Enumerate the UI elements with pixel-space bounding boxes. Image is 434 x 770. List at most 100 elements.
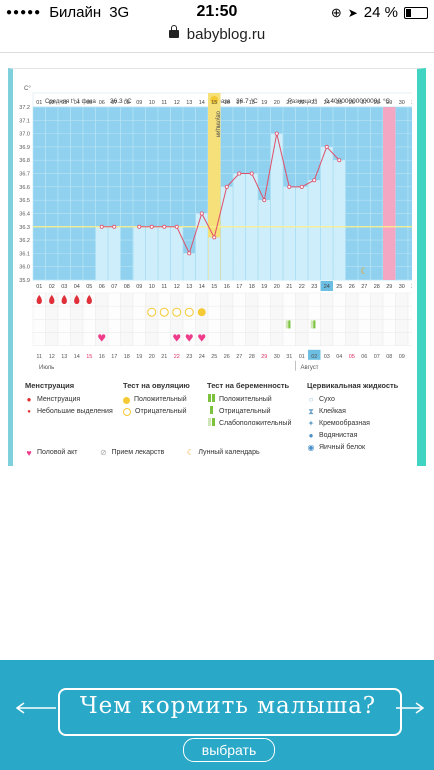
event-cell [220, 332, 234, 347]
event-cell [270, 319, 284, 333]
y-tick-label: 36.3 [19, 225, 30, 231]
event-cell [345, 305, 359, 320]
event-cell [295, 319, 309, 333]
x-day-label: 16 [224, 284, 230, 290]
event-cell [157, 319, 171, 333]
top-day-label: 10 [149, 100, 155, 106]
day-column [32, 106, 46, 281]
banner-title: Чем кормить малыша? [79, 693, 377, 719]
legend-medication: ⊘ Прием лекарств [99, 447, 164, 459]
top-day-label: 18 [249, 100, 255, 106]
top-day-label: 19 [261, 100, 267, 106]
legend-pr-positive: Положительный [219, 396, 272, 403]
blood-drop-icon [36, 295, 42, 304]
legend-ovulation-test: Тест на овуляцию Положительный Отрицател… [123, 381, 190, 418]
bottom-day-label: 14 [74, 354, 80, 360]
event-cell [395, 292, 409, 307]
top-day-label: 27 [361, 100, 367, 106]
y-tick-label: 37.1 [19, 118, 30, 124]
temperature-bar [183, 253, 195, 280]
event-cell [295, 332, 309, 347]
event-cell [70, 319, 84, 333]
event-cell [107, 332, 121, 347]
event-cell [232, 332, 246, 347]
temperature-point [262, 198, 267, 203]
event-cell [157, 332, 171, 347]
address-bar[interactable]: babyblog.ru [0, 25, 434, 48]
legend-cervical-fluid: Цервикальная жидкость ○ Сухо ⧗ Клейкая ✦ Кр… [307, 381, 398, 454]
event-cell [345, 332, 359, 347]
event-cell [195, 319, 209, 333]
x-day-label: 02 [49, 284, 55, 290]
legend-intercourse: ♥ Половой акт [25, 447, 77, 459]
y-tick-label: 37.0 [19, 132, 30, 138]
top-day-label: 03 [61, 100, 67, 106]
legend-menstruation: Менструация ● Менструация ● Небольшие выде… [25, 381, 113, 418]
bottom-day-label: 30 [274, 354, 280, 360]
top-day-label: 17 [236, 100, 242, 106]
temperature-bar [333, 160, 345, 280]
bbt-chart: Средняя t° 1 фаза 36.3 °C 2 фаза 36.7 °C Раз… [19, 86, 412, 371]
event-cell [407, 332, 412, 347]
event-cell [332, 332, 346, 347]
event-cell [332, 305, 346, 320]
event-cell [332, 319, 346, 333]
month-label-august: Август [301, 365, 319, 371]
event-cell [220, 319, 234, 333]
event-cell [45, 332, 59, 347]
event-cell [95, 292, 109, 307]
temperature-point [149, 224, 154, 229]
temperature-point [287, 184, 292, 189]
event-cell [207, 292, 221, 307]
event-cell [320, 319, 334, 333]
top-day-label: 25 [336, 100, 342, 106]
negative-circle-icon [123, 408, 131, 416]
ovulation-negative-icon [172, 307, 182, 317]
temperature-bar [146, 226, 158, 280]
event-cell [32, 305, 46, 320]
event-cell [32, 332, 46, 347]
event-cell [295, 292, 309, 307]
promo-banner[interactable]: Чем кормить малыша? выбрать [0, 660, 434, 770]
legend-ov-positive: Положительный [134, 396, 187, 403]
heart-icon: ♥ [26, 448, 32, 458]
event-cell [370, 319, 384, 333]
choose-button[interactable]: выбрать [183, 738, 275, 762]
ovulation-column [208, 93, 221, 280]
event-cell [320, 305, 334, 320]
legend-medication-label: Прием лекарств [111, 449, 165, 456]
blood-drop-icon [61, 295, 67, 304]
watery-icon: ● [308, 431, 314, 440]
top-day-label: 11 [161, 100, 167, 106]
bottom-day-label: 06 [361, 354, 367, 360]
bottom-day-label: 20 [149, 354, 155, 360]
event-cell [132, 292, 146, 307]
day-column [370, 106, 384, 281]
event-cell [382, 332, 396, 347]
event-cell [145, 292, 159, 307]
blood-drop-icon: ● [26, 395, 32, 404]
x-day-label: 26 [349, 284, 355, 290]
x-day-label: 19 [261, 284, 267, 290]
temperature-bar [171, 226, 183, 280]
event-cell [307, 305, 321, 320]
x-day-label: 12 [174, 284, 180, 290]
bottom-day-label: 21 [161, 354, 167, 360]
event-cell [70, 332, 84, 347]
banner-frame [58, 688, 402, 736]
event-cell [220, 292, 234, 307]
temperature-bar [221, 186, 233, 280]
heart-icon: ♥ [172, 334, 181, 345]
x-day-label: 30 [399, 284, 405, 290]
y-tick-label: 36.9 [19, 145, 30, 151]
event-cell [57, 319, 71, 333]
top-day-label: 31 [411, 100, 412, 106]
temperature-bar [308, 180, 320, 280]
bottom-day-label: 19 [136, 354, 142, 360]
event-cell [395, 319, 409, 333]
ovulation-positive-icon [197, 308, 206, 317]
bottom-day-label: 24 [199, 354, 205, 360]
legend-menstruation-item: Менструация [37, 396, 81, 403]
temperature-point [112, 224, 117, 229]
faint-bar-icon [207, 418, 215, 430]
